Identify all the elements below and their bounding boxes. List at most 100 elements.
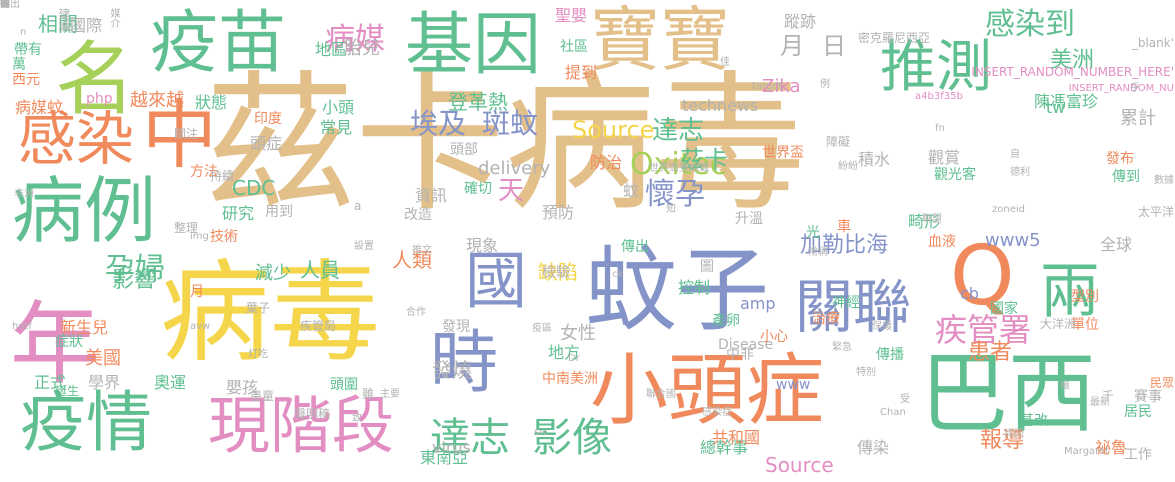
cloud-word: 基改 bbox=[1020, 413, 1048, 429]
cloud-word: 小心 bbox=[760, 329, 788, 345]
cloud-word: 茲卡病毒 bbox=[205, 58, 806, 232]
cloud-word: 茲卡 bbox=[680, 146, 728, 174]
cloud-word: a bbox=[354, 199, 362, 213]
cloud-word: 天 bbox=[498, 176, 525, 206]
cloud-word: 相關 bbox=[38, 12, 78, 36]
cloud-word: 車 bbox=[837, 219, 851, 235]
cloud-word: 人員 bbox=[300, 258, 340, 282]
cloud-word: 用到 bbox=[265, 204, 293, 220]
cloud-word: 世界盃 bbox=[762, 145, 804, 161]
cloud-word: 德利 bbox=[1010, 167, 1030, 178]
cloud-word: 感染 bbox=[18, 105, 135, 173]
cloud-word: 累計 bbox=[1120, 108, 1156, 129]
cloud-word: 聯盟 bbox=[922, 214, 942, 225]
cloud-word: 月 bbox=[780, 32, 804, 60]
cloud-word: 中南美洲 bbox=[542, 371, 598, 387]
cloud-word: 有 bbox=[0, 0, 10, 10]
cloud-word: 佳 bbox=[720, 57, 730, 68]
cloud-word: 胎兒 bbox=[344, 38, 380, 59]
cloud-word: 時 bbox=[430, 324, 499, 403]
cloud-word: 病媒 bbox=[325, 22, 385, 57]
cloud-word: 月 bbox=[190, 284, 204, 300]
cloud-word: 頭症 bbox=[250, 134, 283, 153]
cloud-word: 檢 bbox=[0, 0, 10, 10]
cloud-word: 共和國 bbox=[712, 428, 761, 447]
cloud-word: 聯合國 bbox=[646, 389, 676, 400]
cloud-word: 病因 bbox=[1004, 429, 1024, 440]
cloud-word: 國家 bbox=[990, 301, 1018, 317]
cloud-word: 病例 bbox=[12, 169, 157, 253]
cloud-word: _blank' bbox=[1131, 36, 1174, 50]
cloud-word: 居民 bbox=[1124, 404, 1152, 420]
cloud-word: Margaret bbox=[1064, 446, 1110, 457]
cloud-word: 障礙 bbox=[826, 135, 851, 149]
cloud-word: 祕魯 bbox=[1095, 438, 1128, 457]
cloud-word: 傳出 bbox=[621, 239, 649, 255]
cloud-word: 影像 bbox=[532, 415, 612, 461]
cloud-word: 日 bbox=[822, 32, 846, 60]
cloud-word: 光 bbox=[806, 225, 820, 241]
cloud-word: 致 bbox=[352, 413, 362, 424]
cloud-word: 血液 bbox=[928, 234, 956, 250]
cloud-word: 主要 bbox=[380, 389, 400, 400]
cloud-word: 大洋洲 bbox=[1040, 317, 1077, 331]
cloud-word: 學界 bbox=[88, 373, 121, 392]
cloud-word: 國際 bbox=[70, 16, 103, 35]
cloud-word: 預防 bbox=[542, 203, 575, 222]
cloud-word: 推測 bbox=[880, 35, 992, 100]
cloud-word: zoneid bbox=[992, 204, 1025, 215]
cloud-word: 例 bbox=[820, 79, 830, 90]
cloud-word: 誕生 bbox=[55, 384, 80, 398]
cloud-word: 越來越 bbox=[130, 90, 184, 111]
cloud-word: 常稱 bbox=[808, 247, 828, 258]
cloud-word: 積水 bbox=[858, 150, 891, 169]
cloud-word: 正式 bbox=[34, 373, 67, 392]
cloud-word: 研究 bbox=[222, 204, 255, 223]
cloud-word: 患者 bbox=[968, 340, 1013, 365]
cloud-word: 帶有 bbox=[14, 42, 42, 58]
cloud-word: target bbox=[752, 81, 783, 92]
cloud-word: 中 bbox=[0, 0, 10, 10]
cloud-word: img bbox=[190, 231, 209, 242]
cloud-word: 受 bbox=[900, 394, 910, 405]
cloud-word: 指出 bbox=[0, 0, 20, 10]
cloud-word: 感染症 bbox=[702, 407, 732, 418]
cloud-word: INSERT_RANDOM_NUMBER_HERE' bbox=[971, 65, 1174, 79]
cloud-word: 缺陷 bbox=[538, 260, 578, 284]
cloud-word: 疫情 bbox=[20, 384, 152, 461]
cloud-word: 檢驗 bbox=[542, 265, 570, 281]
cloud-word: 陳馮富珍 bbox=[1034, 92, 1099, 111]
cloud-word: 防治 bbox=[590, 153, 623, 172]
cloud-word: 基因 bbox=[405, 6, 542, 85]
cloud-word: 太平洋 bbox=[1137, 205, 1174, 219]
cloud-word: 巴西 bbox=[920, 342, 1097, 445]
cloud-word: 病媒蚊 bbox=[15, 98, 64, 117]
cloud-word: technews bbox=[682, 96, 759, 115]
cloud-word: 蚊 bbox=[623, 181, 640, 200]
cloud-word: 資訊 bbox=[415, 186, 448, 205]
cloud-word: Source bbox=[765, 453, 834, 477]
cloud-word: Chan bbox=[880, 407, 906, 418]
cloud-word: 埃及 bbox=[410, 107, 467, 140]
cloud-word: 現象 bbox=[466, 236, 499, 255]
cloud-word: 發現 bbox=[442, 319, 470, 335]
cloud-word: 自 bbox=[1010, 149, 1020, 160]
cloud-word: 報導 bbox=[980, 428, 1025, 453]
cloud-word: INSERT_RANDOM_NU bbox=[1068, 83, 1174, 94]
cloud-word: 萬 bbox=[12, 57, 26, 73]
cloud-word: 型別 bbox=[1071, 289, 1099, 305]
cloud-word: 聲明稿 bbox=[294, 407, 331, 421]
cloud-word: 傳到 bbox=[1112, 169, 1140, 185]
cloud-word: 女性 bbox=[560, 323, 596, 344]
cloud-word: 懷孕 bbox=[645, 177, 705, 212]
cloud-word: Dr bbox=[568, 353, 580, 364]
cloud-word: 極 bbox=[1060, 381, 1070, 392]
cloud-word: 推文 bbox=[412, 245, 432, 256]
cloud-word: 社區 bbox=[560, 39, 588, 55]
cloud-word: 達志 bbox=[652, 116, 705, 146]
cloud-word: 緊急 bbox=[832, 342, 852, 353]
cloud-word: 密克羅尼西亞 bbox=[858, 31, 931, 45]
cloud-word: 民眾 bbox=[1149, 376, 1174, 390]
cloud-word: 知 bbox=[666, 204, 676, 215]
cloud-word: cb bbox=[960, 284, 979, 303]
